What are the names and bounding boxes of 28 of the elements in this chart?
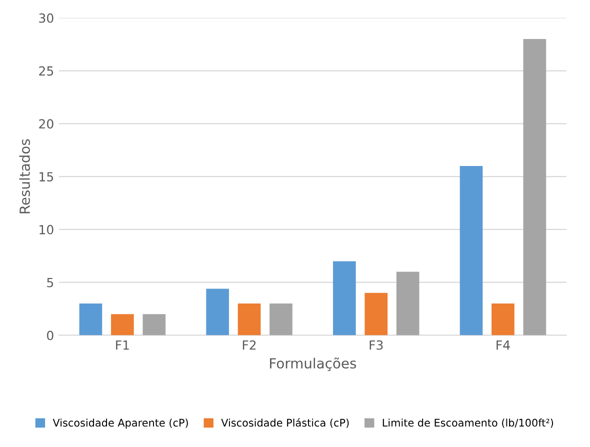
- y-tick-label: 10: [40, 224, 54, 234]
- x-tick-label: F3: [370, 340, 383, 350]
- bar: [238, 304, 261, 336]
- x-tick-label: F1: [116, 340, 129, 350]
- y-tick-label: 15: [40, 172, 54, 182]
- bar: [364, 292, 388, 336]
- x-axis-title: Formulações: [270, 358, 356, 372]
- y-tick-label: 5: [47, 278, 54, 288]
- bar: [396, 272, 420, 336]
- y-axis-title: Resultados: [19, 139, 30, 214]
- bar: [270, 304, 292, 336]
- bar: [332, 261, 356, 336]
- y-tick-label: 25: [39, 66, 54, 76]
- bar: [460, 166, 483, 336]
- bar: [206, 288, 229, 336]
- bar: [79, 304, 102, 336]
- y-tick-label: 30: [39, 13, 54, 23]
- bar: [142, 314, 166, 336]
- legend-label: Viscosidade Aparente (cP): [52, 418, 188, 429]
- legend-label: Limite de Escoamento (lb/100ft²): [382, 418, 554, 428]
- bar: [492, 304, 514, 336]
- y-tick-label: 20: [39, 119, 54, 129]
- x-tick-label: F4: [496, 340, 510, 350]
- bar: [523, 39, 546, 336]
- x-tick-label: F2: [242, 340, 256, 350]
- y-tick-label: 0: [47, 330, 54, 340]
- bar: [111, 314, 134, 336]
- legend-label: Viscosidade Plástica (cP): [221, 418, 349, 428]
